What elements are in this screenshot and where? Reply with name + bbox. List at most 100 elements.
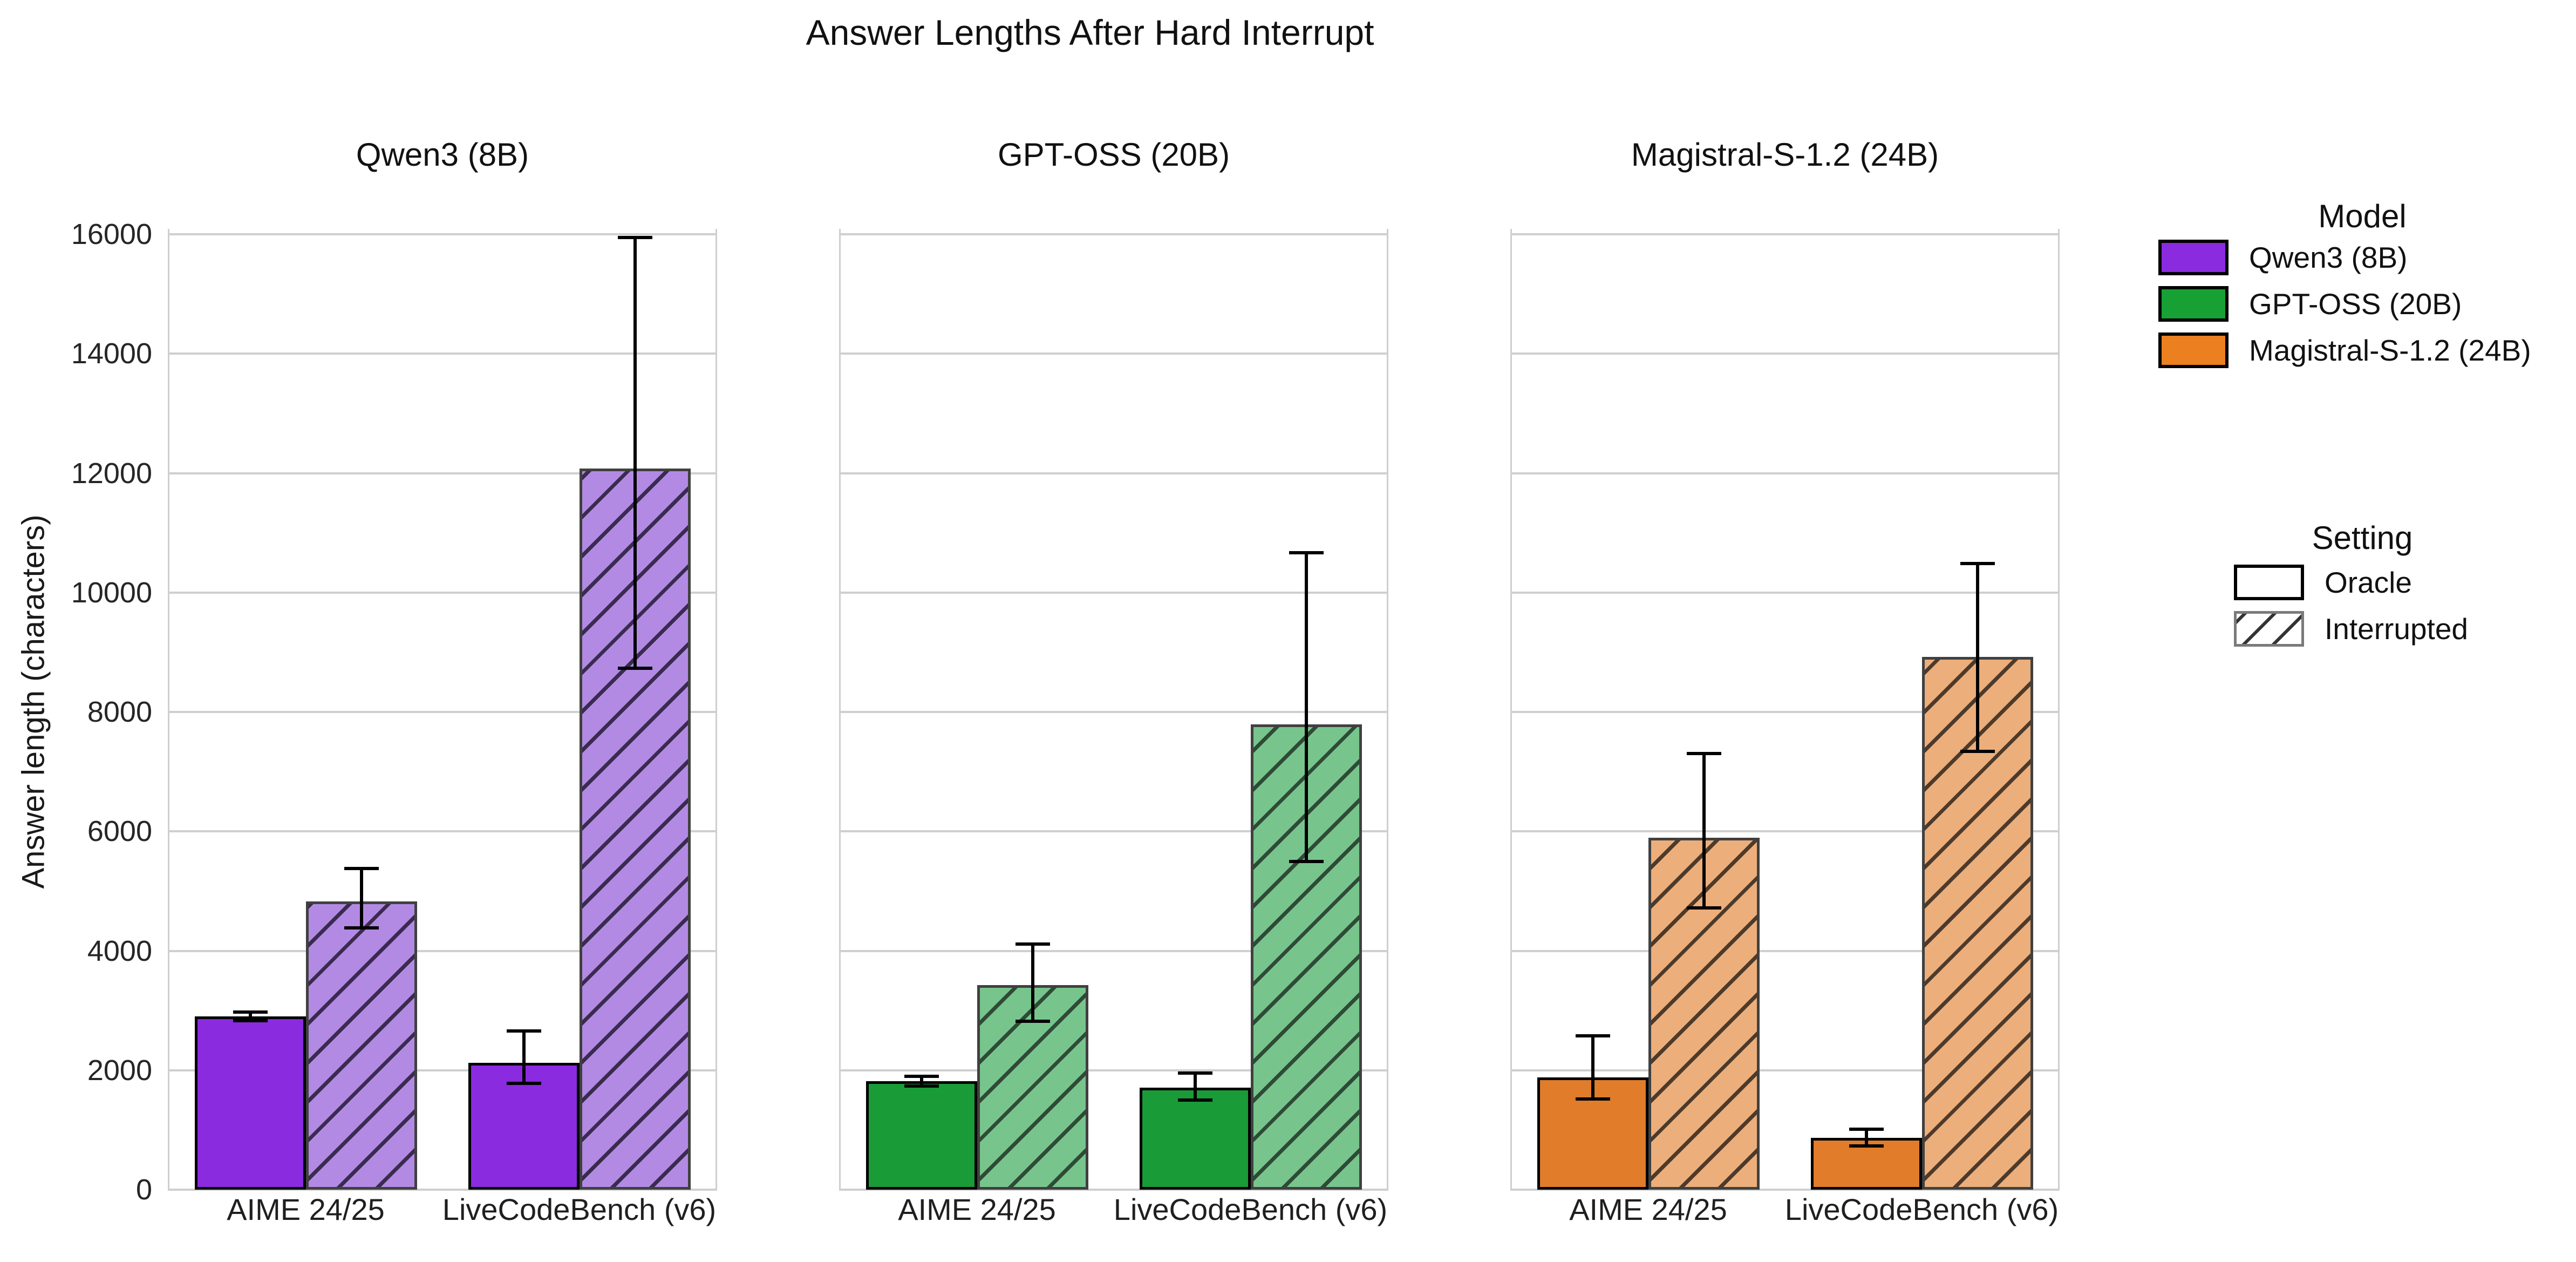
panel-right-edge-1 — [715, 229, 717, 1191]
errorbar-qwen3-8b-livecodebench-v6-oracle-line — [522, 1030, 526, 1084]
errorbar-gpt-oss-20b-aime-24-25-oracle-line — [919, 1076, 923, 1086]
gridline-10000-p2 — [840, 591, 1387, 594]
legend-label-qwen3: Qwen3 (8B) — [2249, 241, 2408, 274]
x-tick-label-livecodebench-v6-p3: LiveCodeBench (v6) — [1784, 1192, 2059, 1226]
gridline-6000-p1 — [169, 830, 716, 833]
gridline-0-p1 — [169, 1189, 716, 1191]
gridline-12000-p3 — [1511, 472, 2059, 474]
errorbar-magistral-s-1-2-24b-livecodebench-v6-oracle-cap-high — [1849, 1128, 1884, 1131]
y-tick-label-12000: 12000 — [71, 457, 152, 490]
bar-gpt-oss-20b-aime-24-25-interrupted — [977, 985, 1088, 1190]
errorbar-gpt-oss-20b-aime-24-25-interrupted-cap-high — [1015, 942, 1050, 946]
chart-title: Answer Lengths After Hard Interrupt — [806, 12, 1374, 52]
errorbar-gpt-oss-20b-aime-24-25-interrupted-cap-low — [1015, 1020, 1050, 1023]
gridline-10000-p3 — [1511, 591, 2059, 594]
legend-setting-title: Setting — [2312, 520, 2413, 556]
y-tick-label-8000: 8000 — [87, 696, 152, 728]
gridline-2000-p3 — [1511, 1069, 2059, 1071]
errorbar-magistral-s-1-2-24b-livecodebench-v6-oracle-cap-low — [1849, 1144, 1884, 1148]
bar-gpt-oss-20b-aime-24-25-oracle — [866, 1081, 977, 1190]
legend-swatch-interrupted — [2234, 611, 2304, 647]
errorbar-qwen3-8b-aime-24-25-oracle-cap-high — [233, 1010, 268, 1014]
y-tick-label-6000: 6000 — [87, 815, 152, 848]
y-tick-label-4000: 4000 — [87, 934, 152, 967]
errorbar-qwen3-8b-livecodebench-v6-interrupted-cap-high — [617, 235, 652, 239]
panel-right-edge-2 — [1387, 229, 1388, 1191]
bar-qwen3-8b-aime-24-25-oracle — [194, 1016, 306, 1190]
panel-title-qwen3-8b: Qwen3 (8B) — [356, 137, 529, 173]
gridline-10000-p1 — [169, 591, 716, 594]
y-tick-label-16000: 16000 — [71, 218, 152, 250]
errorbar-qwen3-8b-aime-24-25-interrupted-cap-low — [344, 926, 379, 930]
gridline-16000-p3 — [1511, 233, 2059, 235]
errorbar-qwen3-8b-aime-24-25-oracle-cap-low — [233, 1019, 268, 1022]
errorbar-qwen3-8b-livecodebench-v6-oracle-cap-high — [506, 1029, 541, 1033]
gridline-4000-p1 — [169, 949, 716, 952]
x-tick-label-aime-24-25-p2: AIME 24/25 — [898, 1192, 1056, 1226]
gridline-8000-p1 — [169, 711, 716, 713]
legend-swatch-magistral — [2158, 333, 2229, 368]
legend-label-interrupted: Interrupted — [2325, 612, 2469, 646]
errorbar-magistral-s-1-2-24b-aime-24-25-oracle-cap-low — [1575, 1097, 1610, 1101]
errorbar-magistral-s-1-2-24b-aime-24-25-interrupted-line — [1702, 754, 1706, 908]
errorbar-qwen3-8b-livecodebench-v6-oracle-cap-low — [506, 1082, 541, 1085]
errorbar-magistral-s-1-2-24b-livecodebench-v6-interrupted-cap-high — [1960, 561, 1995, 565]
legend-label-gpt-oss: GPT-OSS (20B) — [2249, 287, 2462, 321]
bar-qwen3-8b-aime-24-25-interrupted — [305, 901, 417, 1190]
errorbar-magistral-s-1-2-24b-livecodebench-v6-interrupted-line — [1975, 563, 1979, 751]
errorbar-magistral-s-1-2-24b-aime-24-25-oracle-line — [1591, 1035, 1594, 1099]
errorbar-gpt-oss-20b-livecodebench-v6-oracle-cap-high — [1177, 1071, 1212, 1075]
errorbar-qwen3-8b-aime-24-25-interrupted-cap-high — [344, 866, 379, 870]
legend-swatch-qwen3 — [2158, 240, 2229, 275]
bar-magistral-s-1-2-24b-livecodebench-v6-interrupted — [1921, 657, 2033, 1190]
errorbar-gpt-oss-20b-livecodebench-v6-oracle-cap-low — [1177, 1098, 1212, 1102]
y-tick-label-2000: 2000 — [87, 1054, 152, 1087]
legend-swatch-gpt-oss — [2158, 286, 2229, 322]
errorbar-gpt-oss-20b-livecodebench-v6-interrupted-cap-high — [1289, 551, 1324, 554]
x-tick-label-aime-24-25-p1: AIME 24/25 — [227, 1192, 385, 1226]
gridline-0-p3 — [1511, 1189, 2059, 1191]
gridline-6000-p2 — [840, 830, 1387, 833]
panel-left-edge-2 — [839, 229, 841, 1191]
gridline-14000-p1 — [169, 352, 716, 355]
legend-model-title: Model — [2318, 198, 2407, 234]
gridline-2000-p1 — [169, 1069, 716, 1071]
errorbar-gpt-oss-20b-aime-24-25-interrupted-line — [1031, 944, 1034, 1022]
errorbar-magistral-s-1-2-24b-aime-24-25-oracle-cap-high — [1575, 1034, 1610, 1037]
panel-right-edge-3 — [2058, 229, 2060, 1191]
errorbar-gpt-oss-20b-livecodebench-v6-oracle-line — [1193, 1073, 1197, 1101]
gridline-4000-p2 — [840, 949, 1387, 952]
gridline-16000-p2 — [840, 233, 1387, 235]
errorbar-magistral-s-1-2-24b-aime-24-25-interrupted-cap-high — [1686, 752, 1721, 756]
gridline-2000-p2 — [840, 1069, 1387, 1071]
errorbar-gpt-oss-20b-aime-24-25-oracle-cap-high — [904, 1074, 939, 1078]
gridline-4000-p3 — [1511, 949, 2059, 952]
errorbar-qwen3-8b-livecodebench-v6-interrupted-cap-low — [617, 667, 652, 670]
panel-left-edge-1 — [168, 229, 169, 1191]
errorbar-qwen3-8b-aime-24-25-interrupted-line — [359, 868, 363, 928]
x-tick-label-livecodebench-v6-p2: LiveCodeBench (v6) — [1113, 1192, 1388, 1226]
bar-magistral-s-1-2-24b-aime-24-25-oracle — [1537, 1077, 1648, 1190]
x-tick-label-aime-24-25-p3: AIME 24/25 — [1569, 1192, 1727, 1226]
legend-label-oracle: Oracle — [2325, 566, 2412, 599]
y-tick-label-10000: 10000 — [71, 576, 152, 609]
errorbar-magistral-s-1-2-24b-aime-24-25-interrupted-cap-low — [1686, 906, 1721, 910]
panel-title-gpt-oss-20b: GPT-OSS (20B) — [997, 137, 1230, 173]
gridline-14000-p3 — [1511, 352, 2059, 355]
errorbar-gpt-oss-20b-aime-24-25-oracle-cap-low — [904, 1084, 939, 1088]
gridline-12000-p2 — [840, 472, 1387, 474]
x-tick-label-livecodebench-v6-p1: LiveCodeBench (v6) — [442, 1192, 717, 1226]
errorbar-gpt-oss-20b-livecodebench-v6-interrupted-cap-low — [1289, 859, 1324, 863]
errorbar-qwen3-8b-livecodebench-v6-interrupted-line — [633, 237, 637, 669]
errorbar-gpt-oss-20b-livecodebench-v6-interrupted-line — [1304, 552, 1308, 861]
gridline-16000-p1 — [169, 233, 716, 235]
legend-label-magistral: Magistral-S-1.2 (24B) — [2249, 334, 2531, 367]
panel-title-magistral-s-1-2-24b: Magistral-S-1.2 (24B) — [1631, 137, 1939, 173]
gridline-6000-p3 — [1511, 830, 2059, 833]
gridline-12000-p1 — [169, 472, 716, 474]
gridline-8000-p3 — [1511, 711, 2059, 713]
panel-left-edge-3 — [1510, 229, 1512, 1191]
gridline-0-p2 — [840, 1189, 1387, 1191]
gridline-8000-p2 — [840, 711, 1387, 713]
